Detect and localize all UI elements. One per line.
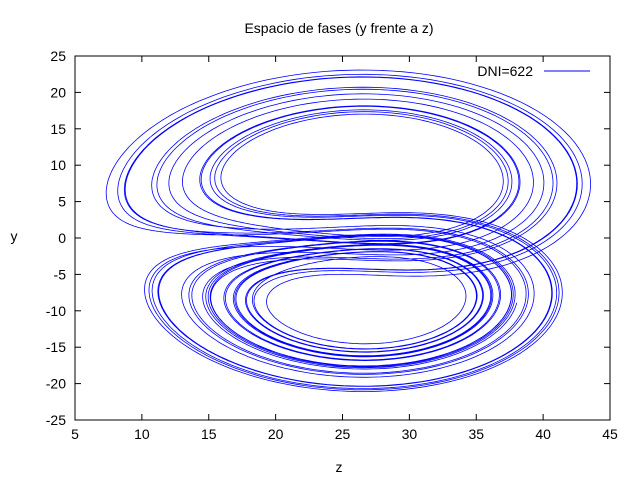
curve-layer [105, 69, 591, 392]
x-tick-label: 15 [201, 426, 217, 442]
x-tick-label: 40 [535, 426, 551, 442]
y-tick-label: -10 [46, 303, 66, 319]
x-tick-label: 5 [71, 426, 79, 442]
legend-label: DNI=622 [477, 63, 533, 79]
x-tick-label: 10 [134, 426, 150, 442]
y-tick-label: -25 [46, 412, 66, 428]
y-tick-label: 5 [58, 194, 66, 210]
chart-title: Espacio de fases (y frente a z) [244, 20, 433, 36]
y-tick-label: -15 [46, 339, 66, 355]
y-tick-label: 10 [50, 157, 66, 173]
series-line-dni-622 [105, 69, 591, 392]
y-tick-label: -5 [54, 266, 67, 282]
x-axis: 5 10 15 20 25 30 35 40 45 [71, 56, 618, 442]
y-tick-label: -20 [46, 376, 66, 392]
y-axis-label: y [11, 228, 18, 244]
y-tick-label: 15 [50, 121, 66, 137]
x-axis-label: z [336, 459, 343, 475]
x-tick-label: 45 [602, 426, 618, 442]
y-tick-label: 0 [58, 230, 66, 246]
y-axis: -25 -20 -15 -10 -5 0 5 10 15 20 25 [46, 48, 610, 428]
x-tick-label: 35 [468, 426, 484, 442]
x-tick-label: 30 [402, 426, 418, 442]
x-tick-label: 25 [335, 426, 351, 442]
x-tick-label: 20 [268, 426, 284, 442]
legend: DNI=622 [477, 63, 590, 79]
y-tick-label: 25 [50, 48, 66, 64]
y-tick-label: 20 [50, 84, 66, 100]
